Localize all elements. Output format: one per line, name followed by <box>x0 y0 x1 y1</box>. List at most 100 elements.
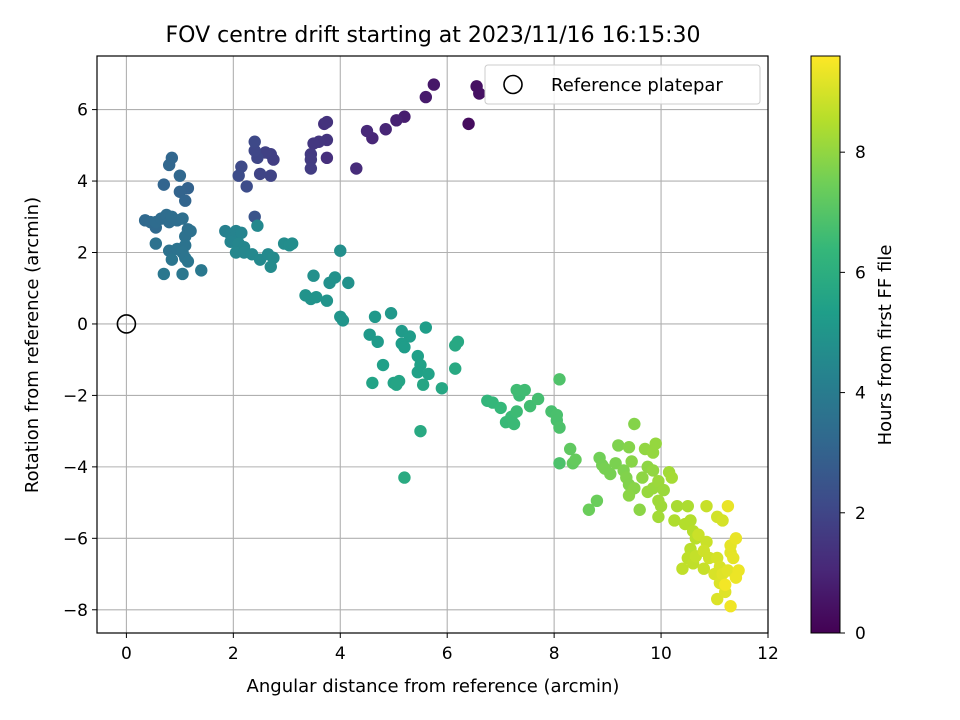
data-point <box>721 564 735 577</box>
data-point <box>622 489 636 502</box>
y-axis-ticks: −8 −6 −4 −2 0 2 4 6 <box>63 101 97 621</box>
data-point <box>360 124 374 138</box>
data-point <box>553 421 566 434</box>
legend-box <box>484 64 761 105</box>
data-point <box>173 185 187 198</box>
data-point <box>304 162 318 175</box>
data-point <box>590 494 604 508</box>
data-point <box>711 592 724 606</box>
data-point <box>376 358 390 372</box>
data-point <box>179 194 192 207</box>
data-point <box>307 269 320 282</box>
data-point <box>264 260 277 273</box>
data-point <box>307 137 320 150</box>
data-point <box>523 399 537 413</box>
data-point <box>657 483 670 497</box>
x-tick-label: 2 <box>228 644 239 664</box>
plot-frame <box>96 55 769 634</box>
data-point <box>652 474 665 488</box>
data-point <box>676 562 689 575</box>
data-point <box>285 237 299 250</box>
data-point <box>518 383 531 397</box>
y-tick-label: −6 <box>63 529 88 549</box>
colorbar-tick-label: 6 <box>855 263 866 283</box>
data-point <box>732 564 745 577</box>
data-point <box>604 467 617 481</box>
data-point <box>636 471 649 484</box>
data-points <box>138 78 745 613</box>
colorbar-tick-label: 2 <box>855 504 866 524</box>
y-tick-label: 0 <box>77 315 88 335</box>
data-point <box>721 499 735 513</box>
data-point <box>719 578 732 591</box>
data-point <box>668 514 681 527</box>
data-point <box>411 365 424 379</box>
data-point <box>697 562 711 575</box>
grid-lines <box>97 56 769 633</box>
data-point <box>427 78 441 91</box>
legend: Reference platepar <box>484 64 761 105</box>
data-point <box>419 90 433 104</box>
data-point <box>473 87 486 100</box>
data-point <box>342 276 355 290</box>
data-point <box>531 392 545 406</box>
data-point <box>494 401 507 415</box>
x-tick-label: 8 <box>549 644 560 664</box>
y-axis-label: Rotation from reference (arcmin) <box>22 197 43 493</box>
data-point <box>462 117 475 131</box>
x-axis-ticks: 0 2 4 6 8 10 12 <box>121 633 779 664</box>
data-point <box>336 314 350 327</box>
data-point <box>403 330 416 343</box>
data-point <box>422 367 435 381</box>
data-point <box>253 167 267 181</box>
data-point <box>264 169 277 182</box>
data-point <box>649 437 662 450</box>
data-point <box>510 405 523 418</box>
y-tick-label: 6 <box>77 101 88 121</box>
data-point <box>435 382 449 395</box>
data-point <box>646 464 660 477</box>
data-point <box>652 510 665 524</box>
data-point <box>612 439 625 452</box>
chart-title: FOV centre drift starting at 2023/11/16 … <box>166 23 701 48</box>
colorbar-ticks: 0 2 4 6 8 <box>840 143 866 644</box>
x-axis-label: Angular distance from reference (arcmin) <box>247 676 620 697</box>
data-point <box>334 244 347 257</box>
colorbar-tick-label: 0 <box>855 624 866 644</box>
data-point <box>700 499 713 513</box>
data-point <box>633 503 646 516</box>
data-point <box>181 255 195 268</box>
data-point <box>240 180 253 193</box>
data-point <box>414 424 427 438</box>
data-point <box>390 378 403 391</box>
data-point <box>670 499 684 513</box>
data-point <box>371 335 384 349</box>
data-point <box>625 455 638 468</box>
data-point <box>366 376 379 390</box>
y-tick-label: −4 <box>63 458 88 478</box>
data-point <box>384 307 398 320</box>
data-point <box>149 237 163 250</box>
data-point <box>176 267 189 281</box>
y-tick-label: 2 <box>77 244 88 264</box>
data-point <box>398 471 411 484</box>
data-point <box>724 600 737 613</box>
data-point <box>563 442 577 456</box>
data-point <box>157 267 171 281</box>
data-point <box>320 115 334 129</box>
data-point <box>368 310 382 324</box>
data-point <box>310 290 323 304</box>
data-point <box>350 162 363 175</box>
data-point <box>654 499 668 513</box>
data-point <box>157 178 171 191</box>
data-point <box>681 499 695 513</box>
data-point <box>398 340 411 354</box>
data-point <box>716 514 729 527</box>
data-point <box>251 219 264 232</box>
x-tick-label: 0 <box>121 644 132 664</box>
data-point <box>320 151 334 165</box>
y-tick-label: 4 <box>77 172 88 192</box>
data-point <box>379 123 392 136</box>
data-point <box>684 514 697 527</box>
